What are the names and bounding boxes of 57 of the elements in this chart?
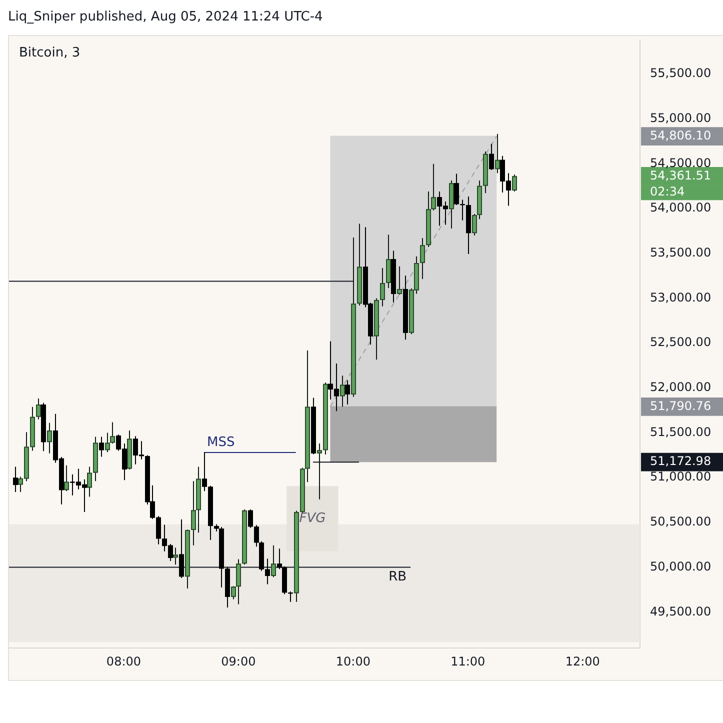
candlestick — [99, 436, 104, 458]
x-tick-label: 08:00 — [106, 654, 142, 668]
y-tick-label: 54,500.00 — [650, 156, 712, 170]
y-tick-label: 51,790.76 — [650, 398, 712, 413]
x-tick-label: 10:00 — [336, 654, 370, 668]
y-tick-label: 50,000.00 — [650, 559, 712, 574]
candlestick — [18, 476, 23, 493]
candlestick — [431, 163, 436, 211]
candlestick — [386, 234, 391, 289]
candlestick — [512, 174, 517, 192]
candlestick — [231, 586, 236, 600]
candlestick — [460, 199, 465, 221]
y-tick-label: 52,000.00 — [650, 380, 712, 394]
x-tick-label: 11:00 — [450, 654, 486, 668]
y-tick-label: 49,500.00 — [650, 604, 712, 618]
y-tick-label: 50,500.00 — [650, 514, 712, 529]
series-label: MSS — [207, 434, 235, 450]
candlestick — [277, 548, 282, 570]
candlestick — [420, 238, 425, 280]
text: 02:34 — [650, 184, 685, 198]
series-label: FVG — [299, 511, 326, 526]
y-tick-label: 51,500.00 — [650, 424, 712, 439]
x-tick-label: 12:00 — [565, 654, 600, 668]
candlestick — [340, 375, 345, 408]
y-tick-label: 55,500.00 — [650, 66, 712, 80]
candlestick — [64, 464, 69, 492]
y-tick-label: 54,361.51 — [650, 168, 712, 182]
candlestick — [472, 213, 477, 236]
candlestick — [191, 480, 196, 546]
text: Liq_Sniper published, Aug 05, 2024 11:24 UTC-4 — [8, 9, 323, 24]
candlestick — [317, 442, 322, 500]
x-tick-label: 09:00 — [221, 654, 256, 668]
candlestick — [236, 558, 241, 605]
y-tick-label: 51,172.98 — [650, 454, 712, 468]
candlestick — [271, 544, 276, 578]
y-tick-label: 54,806.10 — [650, 128, 712, 142]
y-tick-label: 53,000.00 — [650, 290, 712, 304]
candlestick — [202, 452, 207, 492]
y-tick-label: 53,500.00 — [650, 246, 712, 260]
series-label: RB — [388, 570, 407, 585]
y-tick-label: 51,000.00 — [650, 470, 712, 484]
y-tick-label: 54,000.00 — [650, 200, 712, 215]
y-tick-label: 52,500.00 — [650, 335, 712, 350]
candlestick — [13, 466, 18, 493]
candlestick — [47, 422, 52, 454]
candlestick — [495, 133, 500, 174]
y-tick-label: 55,000.00 — [650, 111, 712, 126]
candlestick — [397, 266, 402, 296]
candlestick — [36, 398, 41, 420]
candlestick — [105, 432, 110, 453]
text: Bitcoin, 3 — [19, 45, 80, 60]
candlestick — [110, 422, 115, 444]
candlestick — [173, 547, 178, 566]
candlestick — [380, 268, 385, 307]
candlestick — [265, 558, 270, 585]
candlestick — [288, 591, 293, 602]
candlestick — [87, 466, 92, 498]
